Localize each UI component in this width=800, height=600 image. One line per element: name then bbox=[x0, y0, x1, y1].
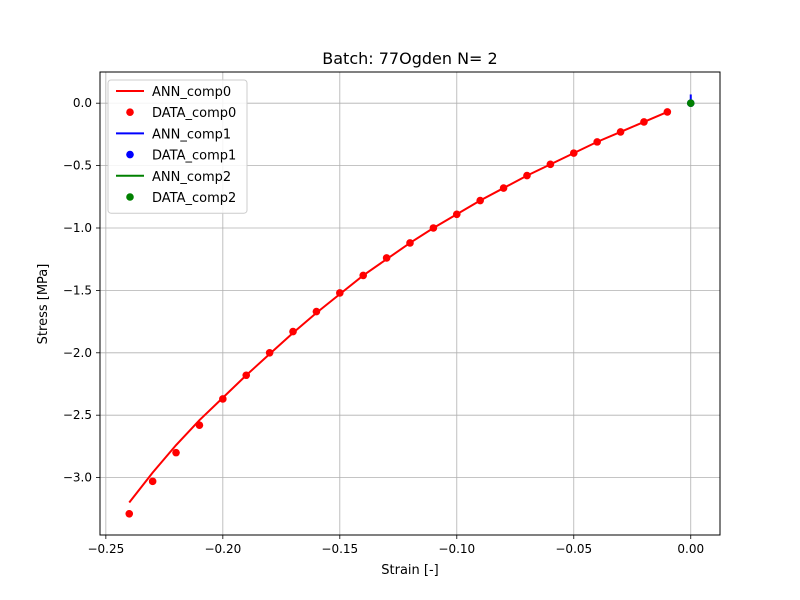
data-point-DATA_comp0 bbox=[125, 509, 134, 518]
data-point-DATA_comp0 bbox=[546, 160, 555, 169]
data-point-DATA_comp0 bbox=[359, 271, 368, 280]
x-tick-label: 0.00 bbox=[677, 542, 704, 556]
data-point-DATA_comp0 bbox=[452, 210, 461, 219]
y-tick-label: −1.5 bbox=[63, 283, 92, 297]
x-tick-label: −0.20 bbox=[204, 542, 241, 556]
x-tick-label: −0.15 bbox=[321, 542, 358, 556]
y-tick-label: 0.0 bbox=[73, 96, 92, 110]
y-tick-label: −2.0 bbox=[63, 346, 92, 360]
data-point-DATA_comp0 bbox=[195, 421, 204, 429]
data-point-DATA_comp0 bbox=[593, 138, 601, 146]
y-tick-label: −1.0 bbox=[63, 221, 92, 235]
legend-entry-label: DATA_comp0 bbox=[152, 106, 236, 121]
x-axis-label: Strain [-] bbox=[381, 563, 438, 578]
plot-area bbox=[125, 94, 695, 518]
legend-entry-label: DATA_comp1 bbox=[152, 149, 236, 164]
data-point-DATA_comp0 bbox=[242, 371, 251, 380]
data-point-DATA_comp0 bbox=[148, 477, 157, 486]
data-point-DATA_comp0 bbox=[499, 184, 508, 192]
y-axis-label: Stress [MPa] bbox=[36, 264, 51, 345]
series-line-ANN_comp0 bbox=[128, 111, 668, 504]
data-point-DATA_comp0 bbox=[336, 289, 344, 297]
x-tick-label: −0.25 bbox=[87, 542, 124, 556]
chart-title: Batch: 77Ogden N= 2 bbox=[322, 49, 497, 68]
data-point-DATA_comp0 bbox=[265, 348, 274, 357]
y-tick-label: −3.0 bbox=[63, 471, 92, 485]
legend-entry-label: ANN_comp1 bbox=[152, 127, 231, 142]
legend: ANN_comp0 DATA_comp0 ANN_comp1 DATA_comp1 AN… bbox=[107, 79, 248, 214]
data-point-DATA_comp0 bbox=[172, 448, 180, 457]
data-point-DATA_comp0 bbox=[219, 395, 227, 403]
data-point-DATA_comp0 bbox=[640, 118, 648, 126]
legend-swatch-marker bbox=[126, 193, 134, 201]
legend-entry-label: DATA_comp2 bbox=[152, 191, 236, 206]
data-point-DATA_comp0 bbox=[382, 254, 391, 262]
x-tick-label: −0.05 bbox=[555, 542, 592, 556]
data-point-DATA_comp0 bbox=[312, 307, 321, 316]
data-point-DATA_comp0 bbox=[406, 239, 414, 247]
data-point-DATA_comp0 bbox=[523, 171, 531, 180]
data-point-DATA_comp0 bbox=[289, 327, 297, 336]
legend-entry-label: ANN_comp2 bbox=[152, 170, 231, 185]
x-tick-label: −0.10 bbox=[438, 542, 475, 556]
legend-swatch-marker bbox=[126, 108, 134, 116]
y-tick-label: −2.5 bbox=[63, 408, 92, 422]
data-point-DATA_comp0 bbox=[429, 224, 438, 232]
legend-swatch-marker bbox=[126, 150, 134, 159]
y-tick-label: −0.5 bbox=[63, 159, 92, 173]
legend-entry-label: ANN_comp0 bbox=[152, 85, 231, 100]
data-point-DATA_comp0 bbox=[616, 128, 625, 136]
plot-frame bbox=[99, 71, 721, 536]
data-point-DATA_comp0 bbox=[663, 108, 672, 116]
data-point-DATA_comp2 bbox=[686, 99, 695, 107]
data-point-DATA_comp0 bbox=[569, 149, 578, 157]
axis-ticks: −0.25 −0.20 −0.15 −0.10 −0.05 0.00 0.0 −0.5 −1.0… bbox=[63, 96, 704, 556]
legend-box bbox=[107, 79, 248, 214]
data-point-DATA_comp0 bbox=[476, 196, 484, 205]
